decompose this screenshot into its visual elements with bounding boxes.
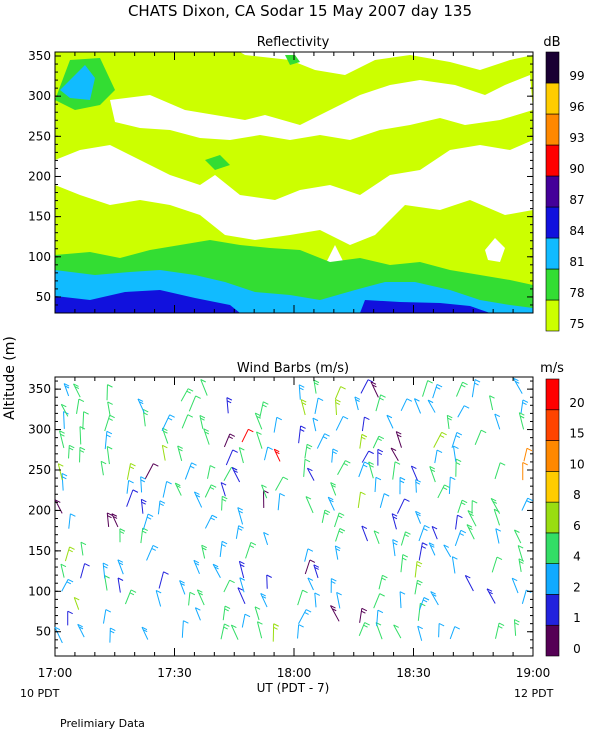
- colorbar-label: 75: [569, 317, 584, 331]
- y-tick-label: 250: [28, 463, 51, 477]
- colorbar-label: 87: [569, 193, 584, 207]
- colorbar-label: 6: [573, 519, 581, 533]
- refl-colorbar-title: dB: [543, 35, 560, 50]
- colorbar-swatch: [546, 471, 559, 502]
- y-tick-label: 200: [28, 169, 51, 183]
- x-tick-label: 18:00: [277, 666, 312, 680]
- y-tick-label: 50: [36, 290, 51, 304]
- x-tick-label: 19:00: [516, 666, 551, 680]
- colorbar-swatch: [546, 410, 559, 441]
- y-tick-label: 50: [36, 625, 51, 639]
- colorbar-swatch: [546, 83, 559, 114]
- wind-colorbar: 0 1 2 4 6 8 10 15 20: [546, 379, 585, 656]
- colorbar-swatch: [546, 52, 559, 83]
- shared-y-axis-label: Altitude (m): [2, 336, 18, 420]
- colorbar-swatch: [546, 176, 559, 207]
- colorbar-label: 2: [573, 580, 581, 594]
- colorbar-swatch: [546, 379, 559, 410]
- reflectivity-title: Reflectivity: [257, 35, 330, 50]
- y-tick-label: 150: [28, 210, 51, 224]
- left-local-time-label: 10 PDT: [20, 687, 60, 700]
- wind-barb-staff: [222, 496, 223, 510]
- colorbar-label: 78: [569, 286, 584, 300]
- colorbar-label: 99: [569, 69, 584, 83]
- y-tick-label: 350: [28, 49, 51, 63]
- colorbar-swatch: [546, 300, 559, 331]
- colorbar-swatch: [546, 207, 559, 238]
- colorbar-label: 15: [569, 427, 584, 441]
- windbarb-title: Wind Barbs (m/s): [237, 361, 349, 376]
- refl-colorbar: 75 78 81 84 87 90 93 96 99: [546, 52, 585, 331]
- wind-colorbar-title: m/s: [540, 361, 564, 376]
- colorbar-swatch: [546, 145, 559, 176]
- colorbar-swatch: [546, 502, 559, 533]
- colorbar-label: 90: [569, 162, 584, 176]
- y-tick-label: 350: [28, 382, 51, 396]
- colorbar-swatch: [546, 269, 559, 300]
- x-tick-label: 18:30: [396, 666, 431, 680]
- footer-note: Prelimiary Data: [60, 717, 145, 730]
- colorbar-label: 8: [573, 488, 581, 502]
- colorbar-label: 96: [569, 100, 584, 114]
- wind-barb-staff: [416, 480, 417, 493]
- colorbar-label: 10: [569, 457, 584, 471]
- right-local-time-label: 12 PDT: [514, 687, 554, 700]
- colorbar-swatch: [546, 114, 559, 145]
- y-tick-label: 100: [28, 584, 51, 598]
- colorbar-swatch: [546, 533, 559, 564]
- x-axis-label: UT (PDT - 7): [257, 681, 330, 695]
- colorbar-label: 84: [569, 224, 584, 238]
- windbarb-frame: [55, 377, 533, 656]
- colorbar-label: 4: [573, 550, 581, 564]
- colorbar-swatch: [546, 441, 559, 472]
- colorbar-swatch: [546, 625, 559, 656]
- figure-title: CHATS Dixon, CA Sodar 15 May 2007 day 13…: [128, 2, 472, 20]
- colorbar-swatch: [546, 238, 559, 269]
- x-tick-label: 17:30: [157, 666, 192, 680]
- y-tick-label: 300: [28, 89, 51, 103]
- y-tick-label: 100: [28, 250, 51, 264]
- colorbar-label: 1: [573, 611, 581, 625]
- colorbar-label: 0: [573, 642, 581, 656]
- colorbar-label: 81: [569, 255, 584, 269]
- reflectivity-plot-area: [55, 52, 533, 313]
- colorbar-label: 20: [569, 396, 584, 410]
- colorbar-swatch: [546, 564, 559, 595]
- colorbar-label: 93: [569, 131, 584, 145]
- wind-barb-staff: [439, 623, 440, 637]
- y-tick-label: 200: [28, 503, 51, 517]
- x-tick-label: 17:00: [38, 666, 73, 680]
- colorbar-swatch: [546, 594, 559, 625]
- y-tick-label: 150: [28, 544, 51, 558]
- y-tick-label: 300: [28, 423, 51, 437]
- y-tick-label: 250: [28, 129, 51, 143]
